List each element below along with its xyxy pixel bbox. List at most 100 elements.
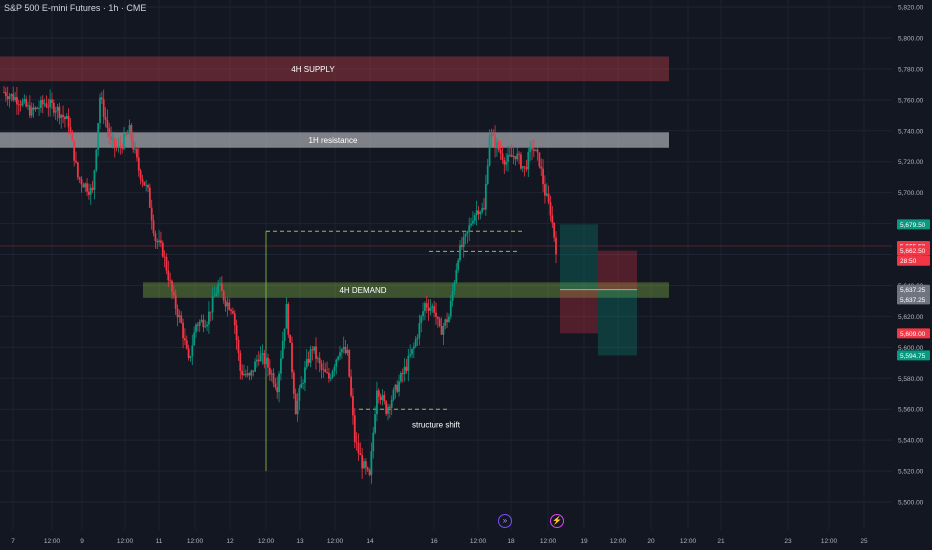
candle-body (411, 348, 413, 355)
candle-body (340, 349, 343, 353)
x-tick-label: 7 (11, 538, 15, 545)
candle-body (300, 383, 303, 389)
candle-body (364, 461, 367, 468)
candle-body (462, 236, 465, 248)
candle-body (287, 304, 290, 335)
candle-body (390, 399, 393, 408)
candle-body (473, 215, 476, 221)
candle-body (244, 374, 247, 376)
candle-body (497, 142, 500, 150)
x-tick-label: 12:00 (540, 538, 557, 545)
candle-body (401, 373, 404, 375)
candle-body (525, 166, 528, 170)
candle-body (494, 135, 496, 149)
candle-body (412, 346, 415, 349)
candle-body (481, 208, 484, 213)
y-tick-label: 5,800.00 (898, 35, 924, 42)
candle-body (185, 340, 188, 349)
candle-body (405, 366, 408, 371)
candle-body (311, 349, 314, 351)
candle-body (512, 155, 515, 157)
candle-body (187, 348, 190, 358)
x-tick-label: 25 (860, 538, 868, 545)
candle-body (433, 306, 436, 313)
candle-body (10, 93, 13, 97)
candle-body (27, 105, 29, 107)
candle-body (477, 210, 480, 215)
replay-icon[interactable]: » (498, 514, 512, 528)
candle-body (25, 99, 28, 107)
candle-body (36, 107, 39, 109)
candle-body (208, 311, 210, 325)
candle-body (123, 133, 125, 149)
candle-body (178, 315, 181, 318)
x-tick-label: 20 (647, 538, 655, 545)
candle-body (89, 187, 92, 195)
candle-body (348, 349, 351, 377)
x-tick-label: 18 (507, 538, 515, 545)
candle-body (407, 355, 410, 371)
zone-label: 1H resistance (309, 136, 358, 145)
zone-label: 4H SUPPLY (291, 65, 335, 74)
y-tick-label: 5,600.00 (898, 345, 924, 352)
candle-body (182, 322, 184, 339)
candle-body (93, 170, 96, 190)
candle-body (289, 334, 292, 343)
candle-body (388, 406, 391, 408)
annotation-structure-shift: structure shift (412, 421, 461, 430)
candle-body (400, 373, 402, 382)
candle-body (261, 353, 264, 355)
candle-body (202, 319, 205, 328)
candle-body (241, 370, 244, 376)
price-tag-label: 5,609.00 (900, 331, 926, 338)
candle-body (176, 308, 179, 318)
candle-body (14, 97, 16, 101)
candle-body (215, 293, 218, 296)
candle-body (99, 97, 101, 124)
candle-body (521, 166, 524, 169)
candle-body (333, 366, 336, 372)
candle-body (359, 453, 362, 455)
candle-body (538, 152, 541, 167)
candle-body (263, 353, 266, 365)
candle-body (292, 372, 295, 394)
zone-4h-demand (143, 282, 669, 298)
candle-body (134, 148, 136, 150)
candle-body (329, 377, 332, 379)
lightning-icon[interactable]: ⚡ (550, 514, 564, 528)
candle-body (139, 170, 142, 180)
candle-body (163, 256, 166, 258)
candle-body (272, 373, 275, 384)
candle-body (69, 127, 72, 132)
candle-body (344, 346, 347, 354)
candle-body (17, 104, 20, 106)
candle-body (514, 155, 517, 160)
candle-body (470, 223, 472, 226)
candle-body (152, 220, 155, 234)
candle-body (243, 374, 245, 376)
candle-body (161, 242, 164, 257)
candle-body (488, 136, 491, 166)
candle-body (156, 240, 159, 243)
candle-body (76, 162, 79, 178)
candle-body (366, 467, 369, 470)
candle-body (540, 166, 543, 169)
candle-body (158, 240, 160, 243)
candle-body (307, 358, 310, 363)
candle-body (285, 304, 288, 329)
candle-body (193, 332, 196, 346)
candle-body (45, 103, 48, 107)
candle-body (486, 165, 489, 184)
candle-body (47, 106, 50, 108)
candle-body (4, 92, 7, 97)
candle-body (82, 184, 85, 188)
candle-body (507, 154, 509, 162)
candle-body (230, 309, 232, 312)
candle-body (318, 358, 321, 364)
candle-body (350, 376, 352, 396)
candle-body (278, 373, 280, 393)
candle-body (551, 215, 554, 223)
candle-body (555, 237, 557, 255)
candle-body (355, 441, 358, 443)
